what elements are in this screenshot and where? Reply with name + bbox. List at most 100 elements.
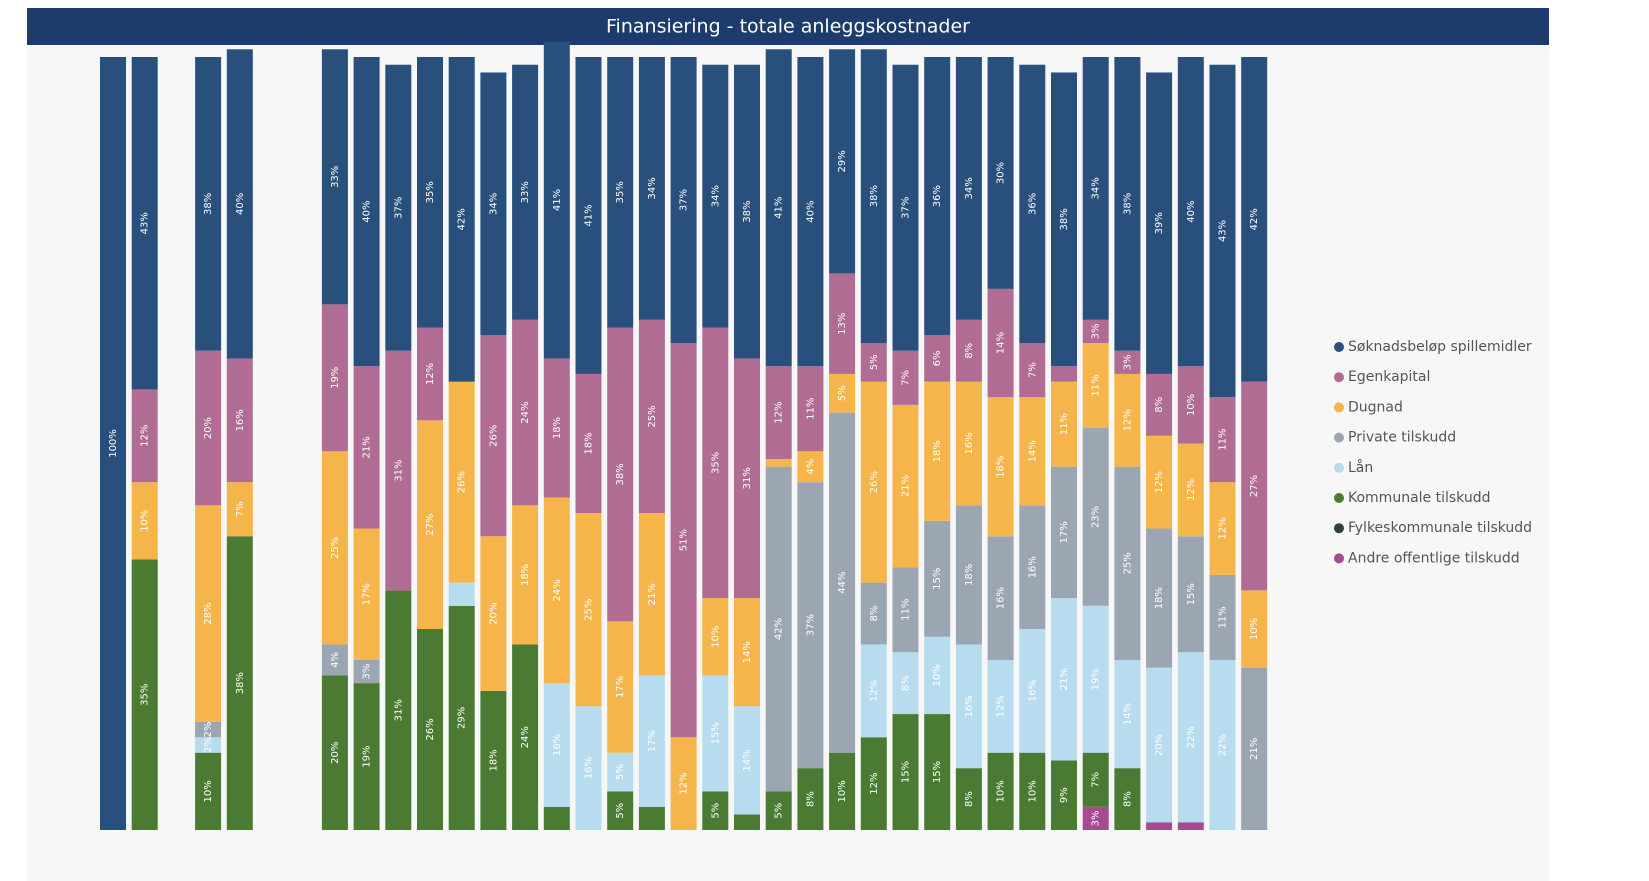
data-label: 37% (901, 197, 912, 219)
data-label: 11% (805, 398, 816, 420)
data-label: 51% (679, 529, 690, 551)
data-label: 16% (996, 587, 1007, 609)
data-label: 38% (615, 463, 626, 485)
data-label: 15% (932, 761, 943, 783)
data-label: 8% (805, 791, 816, 807)
bar-segment (892, 567, 919, 653)
data-label: 21% (1059, 668, 1070, 690)
chart-title: Finansiering - totale anleggskostnader (606, 16, 970, 38)
bar-segment (1177, 536, 1204, 653)
bar-segment (1146, 373, 1173, 436)
data-label: 19% (362, 745, 373, 767)
bar-segment (670, 343, 697, 738)
bar-segment (638, 57, 665, 320)
bar-segment (924, 520, 951, 637)
data-label: 12% (425, 363, 436, 385)
bar-segment (765, 458, 792, 467)
bar-segment (987, 752, 1014, 830)
bar-segment (321, 304, 348, 452)
data-label: 27% (425, 514, 436, 536)
data-label: 7% (1091, 772, 1102, 788)
data-label: 42% (774, 618, 785, 640)
bar-segment (829, 752, 856, 830)
data-label: 35% (710, 452, 721, 474)
legend-marker (1334, 553, 1344, 564)
legend-marker (1334, 342, 1344, 352)
data-label: 16% (964, 695, 975, 717)
data-label: 8% (1154, 397, 1165, 413)
data-label: 10% (837, 780, 848, 802)
data-label: 15% (710, 722, 721, 744)
bar-segment (448, 57, 475, 382)
bar-segment (1051, 72, 1077, 367)
bar-segment (480, 335, 507, 537)
bar-segment (353, 528, 380, 660)
legend-label: Søknadsbeløp spillemidler (1348, 339, 1532, 355)
data-label: 36% (932, 185, 943, 207)
bar-segment (987, 536, 1014, 660)
data-label: 10% (203, 780, 214, 802)
bar-segment (1114, 659, 1141, 769)
data-label: 40% (362, 200, 373, 222)
bar-segment (543, 806, 570, 830)
data-label: 5% (615, 764, 626, 780)
bar-segment (955, 319, 982, 382)
data-label: 37% (679, 189, 690, 211)
data-label: 12% (774, 401, 785, 423)
data-label: 31% (742, 467, 753, 489)
legend-marker (1334, 493, 1344, 503)
bar-segment (860, 644, 887, 738)
bar-segment (1209, 659, 1236, 830)
data-label: 16% (552, 734, 563, 756)
bar-segment (1114, 768, 1141, 830)
bar-segment (924, 636, 951, 715)
data-label: 30% (996, 162, 1007, 184)
bar-segment (1082, 752, 1109, 807)
bar-segment (543, 41, 570, 359)
data-label: 34% (964, 177, 975, 199)
bar-segment (702, 64, 729, 328)
bar-segment (195, 737, 222, 753)
data-label: 12% (1186, 479, 1197, 501)
bar-segment (860, 737, 887, 830)
data-label: 17% (647, 730, 658, 752)
bar-segment (860, 343, 887, 382)
bar-segment (575, 57, 602, 374)
bar-segment (1019, 64, 1046, 344)
bar-segment (321, 644, 348, 676)
data-label: 5% (615, 803, 626, 819)
legend-marker (1334, 462, 1344, 473)
bar-segment (765, 466, 792, 792)
data-label: 41% (584, 204, 595, 226)
bar-segment (1082, 57, 1109, 320)
data-label: 11% (1218, 429, 1229, 451)
data-label: 40% (1186, 200, 1197, 222)
bar-segment (955, 768, 982, 830)
data-label: 20% (330, 742, 341, 764)
data-label: 24% (552, 579, 563, 601)
data-label: 12% (869, 773, 880, 795)
data-label: 3% (1091, 810, 1102, 826)
data-label: 21% (362, 436, 373, 458)
bar-segment (226, 536, 253, 830)
data-label: 8% (964, 791, 975, 807)
bar-segment (797, 366, 824, 452)
bar-segment (385, 64, 412, 351)
data-label: 18% (488, 749, 499, 771)
bar-segment (1082, 319, 1109, 344)
data-label: 14% (996, 332, 1007, 354)
data-label: 19% (330, 367, 341, 389)
bar-segment (353, 659, 380, 684)
data-label: 34% (647, 177, 658, 199)
bar-segment (575, 706, 602, 830)
bar-segment (860, 49, 887, 344)
bar-segment (955, 505, 982, 645)
data-label: 41% (552, 189, 563, 211)
bar-segment (734, 64, 760, 359)
bar-segment (480, 72, 507, 336)
data-label: 11% (1091, 374, 1102, 396)
bar-segment (734, 814, 760, 830)
data-label: 41% (774, 197, 785, 219)
bar-segment (385, 590, 412, 830)
bar-segment (226, 482, 253, 537)
